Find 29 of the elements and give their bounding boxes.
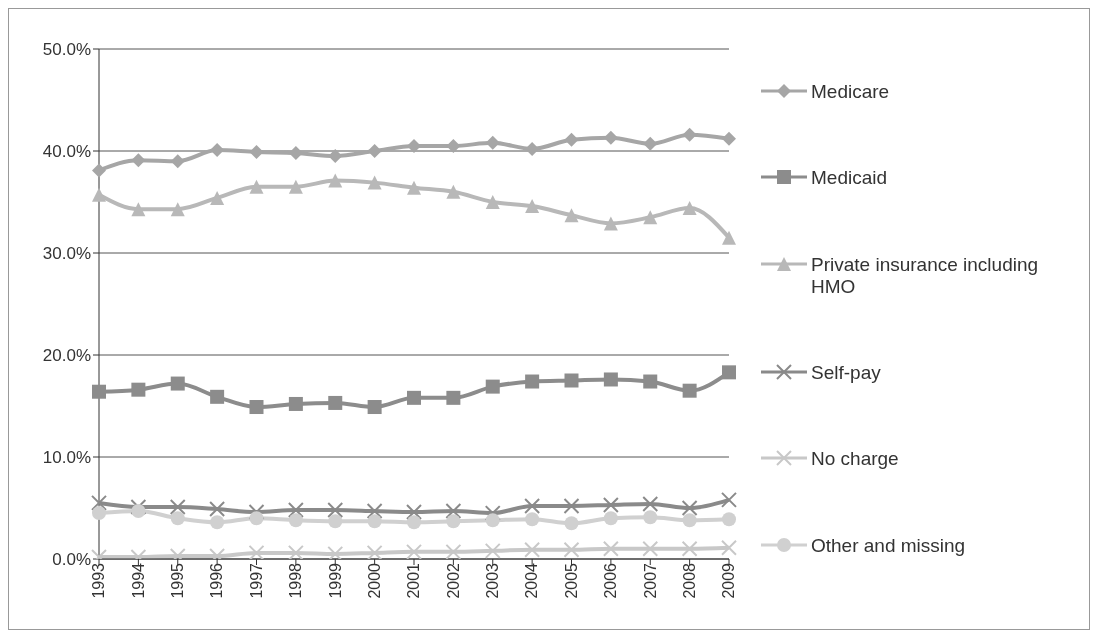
y-tick-label: 10.0% [42, 448, 91, 468]
x-tick-label: 1994 [129, 562, 147, 599]
x-tick-label: 1999 [326, 562, 344, 599]
x-tick-label: 2009 [720, 562, 738, 599]
x-tick-label: 1996 [208, 562, 226, 599]
x-tick-label: 1997 [247, 562, 265, 599]
x-tick-label: 2001 [405, 562, 423, 599]
legend-label: Self-pay [811, 362, 881, 385]
y-tick-label: 30.0% [42, 244, 91, 264]
x-tick-label: 2008 [680, 562, 698, 599]
y-tick-label: 50.0% [42, 40, 91, 60]
legend-label: No charge [811, 448, 899, 471]
y-tick-label: 20.0% [42, 346, 91, 366]
x-tick-label: 1995 [169, 562, 187, 599]
x-tick-label: 1993 [90, 562, 108, 599]
x-tick-label: 2005 [562, 562, 580, 599]
x-tick-label: 2004 [523, 562, 541, 599]
legend-label: Other and missing [811, 534, 966, 557]
x-tick-label: 2006 [602, 562, 620, 599]
x-tick-label: 2007 [641, 562, 659, 599]
x-tick-label: 2002 [444, 562, 462, 599]
y-tick-label: 0.0% [52, 550, 91, 570]
x-tick-label: 2003 [484, 562, 502, 599]
legend-label: Private insurance including HMO [811, 253, 1040, 298]
x-tick-label: 2000 [365, 562, 383, 599]
y-tick-label: 40.0% [42, 142, 91, 162]
x-tick-label: 1998 [287, 562, 305, 599]
legend-label: Medicare [811, 81, 890, 104]
legend-label: Medicaid [811, 167, 888, 190]
